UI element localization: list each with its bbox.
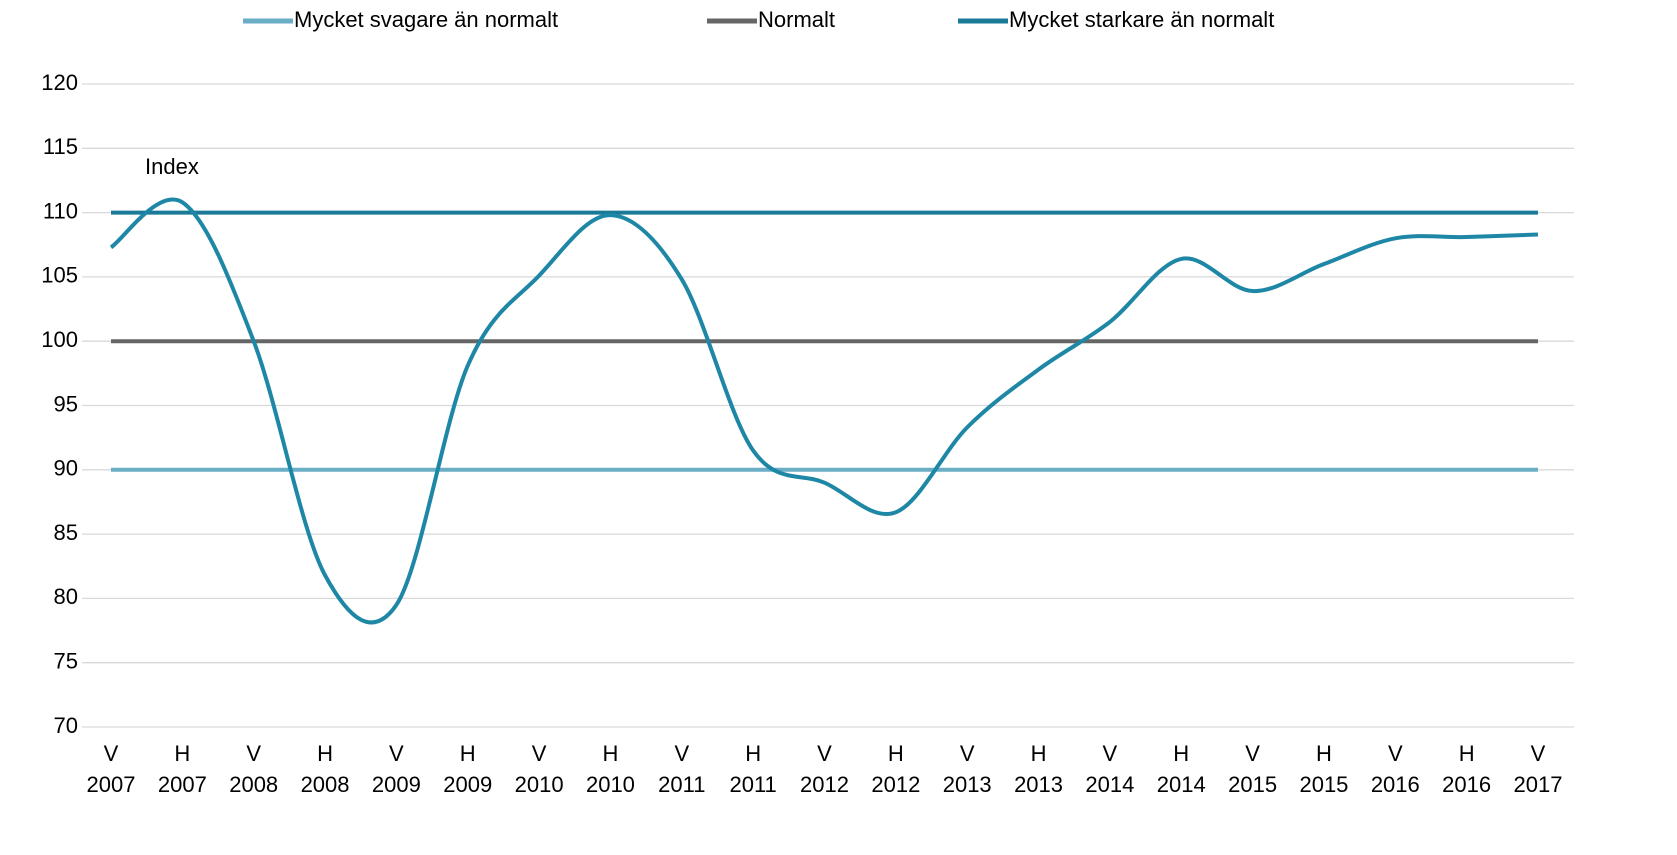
x-tick-label: V [246, 741, 261, 766]
legend-label: Mycket starkare än normalt [1009, 7, 1274, 32]
x-tick-label: H [460, 741, 476, 766]
y-tick-label: 80 [54, 584, 78, 609]
x-tick-label: 2013 [1014, 772, 1063, 797]
x-tick-label: H [745, 741, 761, 766]
y-tick-label: 110 [43, 198, 78, 223]
y-tick-label: 70 [54, 713, 78, 738]
x-tick-label: 2015 [1299, 772, 1348, 797]
line [109, 197, 1539, 625]
x-tick-label: V [960, 741, 975, 766]
x-tick-label: 2014 [1085, 772, 1134, 797]
x-tick-label: H [174, 741, 190, 766]
x-tick-label: 2012 [871, 772, 920, 797]
y-tick-label: 95 [54, 391, 78, 416]
y-tick-label: 75 [54, 649, 78, 674]
x-tick-label: 2015 [1228, 772, 1277, 797]
x-tick-label: 2007 [87, 772, 136, 797]
x-tick-label: 2007 [158, 772, 207, 797]
x-tick-label: 2016 [1442, 772, 1491, 797]
x-tick-label: 2011 [658, 772, 705, 797]
x-tick-label: 2013 [943, 772, 992, 797]
y-tick-label: 115 [43, 134, 78, 159]
x-tick-label: 2008 [301, 772, 350, 797]
annotation: Index [145, 154, 199, 179]
x-tick-label: H [1459, 741, 1475, 766]
x-tick-label: 2014 [1157, 772, 1206, 797]
x-tick-label: H [1173, 741, 1189, 766]
x-tick-label: 2010 [586, 772, 635, 797]
x-tick-label: V [1388, 741, 1403, 766]
x-tick-label: V [1531, 741, 1546, 766]
y-tick-label: 105 [41, 263, 78, 288]
y-tick-label: 100 [41, 327, 78, 352]
x-tick-label: H [888, 741, 904, 766]
y-tick-label: 90 [54, 456, 78, 481]
x-tick-label: H [1031, 741, 1047, 766]
x-tick-label: 2011 [729, 772, 776, 797]
x-tick-label: 2012 [800, 772, 849, 797]
x-tick-label: H [317, 741, 333, 766]
y-tick-label: 120 [41, 70, 78, 95]
x-tick-label: 2008 [229, 772, 278, 797]
legend-label: Mycket svagare än normalt [294, 7, 558, 32]
x-tick-label: V [674, 741, 689, 766]
y-tick-label: 85 [54, 520, 78, 545]
x-tick-label: V [389, 741, 404, 766]
x-tick-label: V [1103, 741, 1118, 766]
legend-label: Normalt [758, 7, 835, 32]
x-tick-label: V [817, 741, 832, 766]
x-tick-label: 2010 [515, 772, 564, 797]
x-tick-label: V [532, 741, 547, 766]
x-tick-label: H [1316, 741, 1332, 766]
x-tick-label: 2017 [1514, 772, 1563, 797]
x-tick-label: V [104, 741, 119, 766]
x-tick-label: 2016 [1371, 772, 1420, 797]
x-tick-label: 2009 [443, 772, 492, 797]
x-tick-label: 2009 [372, 772, 421, 797]
x-tick-label: V [1245, 741, 1260, 766]
x-tick-label: H [603, 741, 619, 766]
